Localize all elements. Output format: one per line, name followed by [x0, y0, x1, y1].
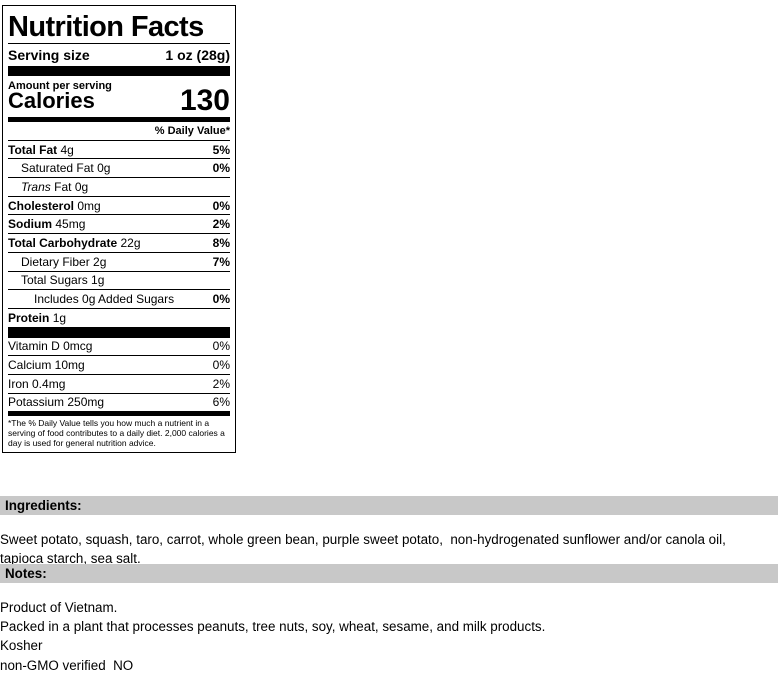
calories-row: Calories 130 — [8, 84, 230, 117]
nutrient-amount: 0g — [97, 161, 111, 176]
daily-value: 0% — [212, 339, 230, 354]
nutrient: Total Sugars 1g — [8, 273, 104, 287]
vitamin-row: Iron 0.4mg 2% — [8, 373, 230, 393]
nutrient: Total Carbohydrate 22g — [8, 236, 141, 250]
amount-per-serving: Amount per serving — [8, 80, 112, 92]
nutrient: Trans Fat 0g — [8, 180, 88, 194]
serving-row: Serving size 1 oz (28g) — [8, 43, 230, 66]
daily-value: 0% — [212, 198, 230, 213]
daily-value: 2% — [212, 217, 230, 232]
nutrient: Cholesterol 0mg — [8, 199, 101, 213]
nutrient-row: Trans Fat 0g — [8, 177, 230, 196]
text-line: Sweet potato, squash, taro, carrot, whol… — [0, 532, 726, 547]
text-line: Product of Vietnam. — [0, 600, 118, 615]
daily-value: 5% — [212, 142, 230, 157]
text-line: non-GMO verified NO — [0, 657, 134, 673]
daily-value: 6% — [212, 395, 230, 410]
text-line: Kosher — [0, 638, 43, 654]
page: Nutrition Facts Serving size 1 oz (28g) A… — [0, 5, 778, 673]
nutrient: Includes 0g Added Sugars — [8, 292, 174, 306]
nutrient-row: Total Sugars 1g — [8, 270, 230, 290]
nutrient: Saturated Fat 0g — [8, 161, 110, 175]
nutrient-name: Total Fat — [8, 142, 58, 157]
nutrient-name: Sodium — [8, 217, 52, 232]
daily-value: 2% — [212, 376, 230, 391]
notes-section: Notes: Product of Vietnam. Packed in a pl… — [0, 534, 778, 675]
calories-label: Calories — [8, 88, 95, 113]
nutrient-amount: 22g — [120, 235, 141, 250]
nutrient-name: Fat — [54, 179, 72, 194]
ingredients-section: Ingredients: Sweet potato, squash, taro,… — [0, 466, 778, 568]
nutrient-amount: 2g — [93, 254, 107, 269]
nutrient-amount: 4g — [60, 142, 74, 157]
nutrient-name: Total Sugars — [21, 273, 88, 288]
daily-value: 7% — [212, 254, 230, 269]
nutrient: Dietary Fiber 2g — [8, 255, 106, 269]
nutrient-row: Protein 1g — [8, 307, 230, 327]
vitamin-name: Vitamin D 0mcg — [8, 339, 93, 354]
nutrient-name: Dietary Fiber — [21, 254, 90, 269]
footnote: *The % Daily Value tells you how much a … — [8, 418, 225, 449]
daily-value: 8% — [212, 235, 230, 250]
thick-rule — [8, 326, 230, 338]
vitamin-row: Calcium 10mg 0% — [8, 355, 230, 374]
thick-rule — [8, 66, 230, 76]
nutrient-row: Cholesterol 0mg 0% — [8, 195, 230, 215]
serving-size: 1 oz (28g) — [165, 47, 230, 63]
serving-size-label: Serving size — [8, 47, 90, 63]
vitamin-name: Iron 0.4mg — [8, 376, 66, 391]
vitamins: Vitamin D 0mcg 0% Calcium 10mg 0% Iron 0.4mg… — [8, 338, 230, 412]
nutrient-name: Includes 0g Added Sugars — [34, 292, 175, 307]
daily-value: 0% — [212, 161, 230, 176]
section-heading: Notes: — [0, 564, 778, 583]
nutrient-row: Includes 0g Added Sugars 0% — [8, 289, 230, 308]
nutrient-name-italic: Trans — [21, 179, 51, 194]
nutrient-amount: 1g — [91, 273, 105, 288]
nutrition-label: Nutrition Facts Serving size 1 oz (28g) A… — [2, 5, 236, 453]
nutrient: Sodium 45mg — [8, 217, 85, 231]
nutrient-name: Saturated Fat — [21, 161, 94, 176]
nutrient-row: Dietary Fiber 2g 7% — [8, 251, 230, 271]
text-line: Packed in a plant that processes peanuts… — [0, 619, 546, 635]
vitamin-row: Vitamin D 0mcg 0% — [8, 338, 230, 356]
nutrient-amount: 0g — [74, 179, 89, 194]
nutrient: Total Fat 4g — [8, 143, 74, 157]
medium-rule — [8, 117, 230, 122]
nutrient-row: Sodium 45mg 2% — [8, 214, 230, 233]
nutrient-row: Total Fat 4g 5% — [8, 139, 230, 159]
nutrient-name: Cholesterol — [8, 198, 75, 213]
nutrient-row: Saturated Fat 0g 0% — [8, 158, 230, 177]
calories: 130 — [179, 84, 230, 117]
dv-header: % Daily Value* — [154, 124, 230, 137]
medium-rule — [8, 411, 230, 417]
section-heading: Ingredients: — [0, 496, 778, 515]
nutrient-row: Total Carbohydrate 22g 8% — [8, 233, 230, 252]
nutrient-amount: 0mg — [77, 198, 101, 213]
daily-value-header: % Daily Value* — [8, 122, 230, 140]
vitamin-row: Potassium 250mg 6% — [8, 392, 230, 412]
nutrient-name: Protein — [8, 310, 50, 325]
daily-value: 0% — [212, 292, 230, 307]
nutrient-amount: 1g — [52, 310, 67, 325]
daily-value: 0% — [212, 358, 230, 373]
title: Nutrition Facts — [8, 11, 204, 43]
vitamin-name: Potassium 250mg — [8, 395, 105, 410]
vitamin-name: Calcium 10mg — [8, 358, 85, 373]
text-line: tapioca starch, sea salt. — [0, 551, 141, 567]
nutrient: Protein 1g — [8, 311, 66, 325]
nutrients: Total Fat 4g 5% Saturated Fat 0g 0% Trans Fa… — [8, 139, 230, 327]
nutrient-name: Total Carbohydrate — [8, 235, 118, 250]
nutrient-amount: 45mg — [55, 217, 86, 232]
